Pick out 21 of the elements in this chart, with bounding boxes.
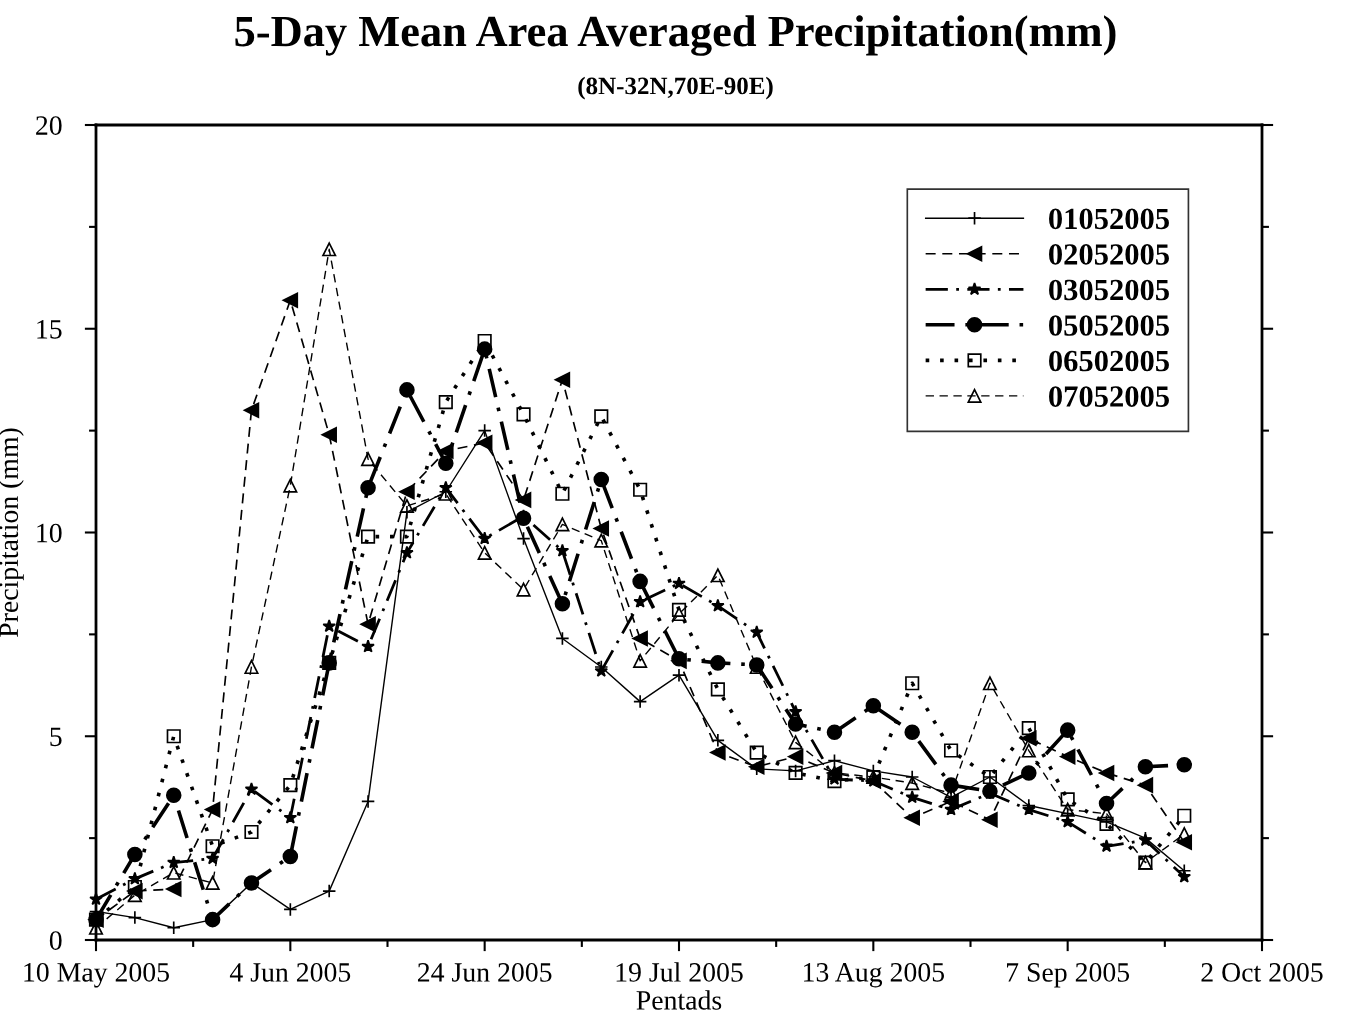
y-tick-label: 10 bbox=[37, 523, 62, 543]
legend-label: 05052005 bbox=[1049, 315, 1169, 336]
x-tick-label: 7 Sep 2005 bbox=[1007, 963, 1130, 988]
legend-label: 01052005 bbox=[1049, 208, 1169, 230]
legend-label: 06502005 bbox=[1049, 350, 1169, 372]
chart-subtitle: (8N-32N,70E-90E) bbox=[578, 76, 773, 100]
x-tick-label: 2 Oct 2005 bbox=[1201, 963, 1323, 982]
x-tick-label: 4 Jun 2005 bbox=[229, 963, 351, 982]
x-tick-label: 10 May 2005 bbox=[24, 962, 169, 988]
legend-label: 07052005 bbox=[1049, 386, 1169, 407]
x-tick-label: 19 Jul 2005 bbox=[616, 962, 743, 982]
y-tick-label: 5 bbox=[50, 727, 62, 747]
x-tick-label: 24 Jun 2005 bbox=[417, 963, 552, 982]
chart-title: 5-Day Mean Area Averaged Precipitation(mm) bbox=[235, 15, 1116, 56]
x-axis-title: Pentads bbox=[636, 990, 722, 1010]
legend-label: 02052005 bbox=[1049, 244, 1169, 265]
y-tick-label: 20 bbox=[36, 116, 62, 135]
legend-label: 03052005 bbox=[1049, 279, 1169, 301]
y-tick-label: 0 bbox=[49, 931, 62, 950]
y-tick-label: 15 bbox=[37, 320, 62, 339]
x-tick-label: 13 Aug 2005 bbox=[804, 962, 945, 988]
